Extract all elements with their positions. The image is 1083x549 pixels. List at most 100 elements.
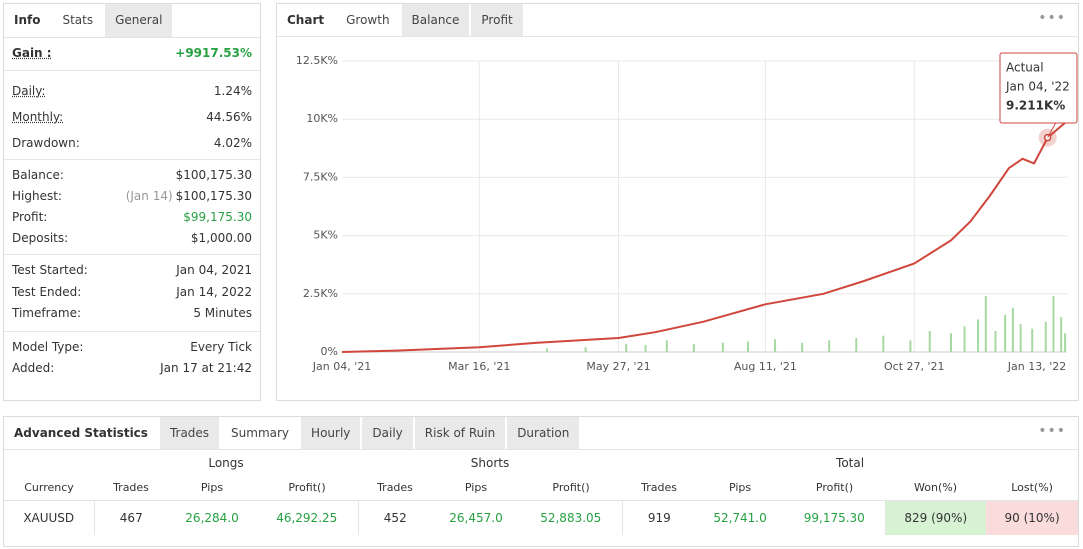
bar [950, 333, 952, 352]
tooltip-pointer [1047, 122, 1057, 138]
bar [747, 341, 749, 352]
column-header: Pips [464, 481, 488, 495]
bar [1004, 314, 1007, 352]
stat-value: 4.02% [213, 136, 252, 150]
tab[interactable]: Balance [401, 4, 470, 36]
tab[interactable]: Profit [471, 4, 523, 36]
menu-icon[interactable]: ••• [1038, 423, 1066, 439]
bar [855, 338, 858, 352]
x-tick-label: Jan 04, '21 [312, 360, 371, 373]
stat-value: $100,175.30 [175, 189, 252, 203]
table-cell: 467 [94, 499, 168, 535]
stat-value: Jan 17 at 21:42 [160, 360, 252, 375]
group-header: Shorts [470, 456, 510, 470]
column-header: Won(%) [914, 481, 958, 495]
stat-label: Drawdown: [12, 136, 80, 150]
stat-row: Drawdown: 4.02% [4, 130, 260, 156]
stat-label: Highest: [12, 189, 62, 203]
tab[interactable]: Chart [277, 4, 335, 36]
table-cell: 829 (90%) [885, 499, 987, 535]
column-header: Trades [113, 481, 149, 495]
tab[interactable]: General [105, 4, 173, 37]
group-header: Longs [208, 456, 244, 470]
stat-label: Daily: [12, 84, 46, 98]
column-header: Profit() [288, 481, 326, 495]
stat-group: Test Started: Jan 04, 2021 Test Ended: Jan… [4, 255, 260, 332]
y-tick-label: 12.5K% [296, 54, 338, 67]
advanced-stats-panel: Advanced Statistics Trades Summary Hourl… [3, 416, 1079, 547]
bar [882, 335, 885, 352]
tab[interactable]: Stats [52, 4, 104, 37]
stat-row: Balance: $100,175.30 [4, 165, 260, 186]
stat-value: 5 Minutes [193, 306, 252, 320]
stat-row: Added: Jan 17 at 21:42 [4, 358, 260, 379]
bar [1044, 321, 1047, 352]
table-cell: 90 (10%) [986, 499, 1079, 535]
x-tick-label: Oct 27, '21 [884, 360, 945, 373]
stat-value: 1.24% [213, 84, 252, 98]
table-cell: 919 [622, 499, 697, 535]
y-tick-label: 2.5K% [303, 287, 338, 300]
tab[interactable]: Hourly [301, 417, 361, 449]
tab[interactable]: Duration [507, 417, 580, 449]
x-tick-label: May 27, '21 [586, 360, 650, 373]
stat-label: Timeframe: [12, 306, 81, 320]
stat-label: Monthly: [12, 110, 64, 124]
stat-label: Test Started: [12, 263, 88, 277]
tab[interactable]: Risk of Ruin [414, 417, 506, 449]
bar [545, 348, 548, 352]
column-header: Trades [377, 481, 413, 495]
bar [644, 345, 647, 352]
stat-value: $1,000.00 [190, 231, 252, 245]
stat-row: Monthly: 44.56% [4, 104, 260, 130]
table-cell: 99,175.30 [784, 499, 886, 535]
x-tick-label: Mar 16, '21 [448, 360, 510, 373]
stat-row: Test Started: Jan 04, 2021 [4, 260, 260, 282]
tab-bar: Info Stats General [4, 4, 260, 38]
stat-row: Highest: (Jan 14) $100,175.30 [4, 186, 260, 207]
column-header: Trades [641, 481, 677, 495]
tab-bar: Advanced Statistics Trades Summary Hourl… [4, 417, 1078, 450]
stat-group: Daily: 1.24% Monthly: 44.56% Drawdown: 4.02… [4, 71, 260, 160]
menu-icon[interactable]: ••• [1038, 10, 1066, 26]
table-cell: 452 [358, 499, 432, 535]
tab[interactable]: Growth [336, 4, 400, 36]
stat-group: Balance: $100,175.30 Highest: (Jan 14) $100… [4, 160, 260, 255]
stat-label: Model Type: [12, 339, 84, 354]
bar [692, 343, 695, 352]
bar [584, 347, 587, 352]
stat-label: Gain : [12, 46, 52, 60]
stat-row: Profit: $99,175.30 [4, 207, 260, 228]
bar [721, 342, 724, 352]
stat-label: Profit: [12, 210, 48, 224]
tooltip-date: Jan 04, '22 [1005, 80, 1070, 94]
chart-panel: Chart Growth Balance Profit ••• 0% 2.5K% 5… [276, 3, 1079, 401]
stat-value: Every Tick [190, 339, 252, 354]
stat-note: (Jan 14) [125, 189, 173, 203]
table-cell: 26,284.0 [168, 499, 256, 535]
column-header: Profit() [552, 481, 590, 495]
bar [1031, 328, 1034, 352]
table-cell: 52,741.0 [696, 499, 785, 535]
stat-value: $100,175.30 [175, 168, 252, 182]
stat-row: Deposits: $1,000.00 [4, 228, 260, 249]
tab[interactable]: Trades [159, 417, 220, 449]
bar [963, 326, 966, 352]
tab[interactable]: Summary [221, 417, 300, 449]
bar [977, 319, 980, 352]
table-cell: 46,292.25 [256, 499, 359, 535]
stats-panel: Info Stats General Gain : +9917.53% Daily… [3, 3, 261, 401]
y-tick-label: 10K% [306, 112, 338, 125]
stat-row: Daily: 1.24% [4, 78, 260, 104]
bar [1060, 317, 1063, 352]
tab[interactable]: Info [4, 4, 51, 37]
tab[interactable]: Daily [362, 417, 413, 449]
bar [665, 340, 668, 352]
y-tick-label: 0% [321, 345, 338, 358]
line [341, 120, 1068, 353]
tooltip-value: 9.211K% [1006, 99, 1065, 113]
bar [1019, 324, 1022, 352]
x-tick-label: Jan 13, '22 [1007, 360, 1066, 373]
stat-row: Model Type: Every Tick [4, 337, 260, 358]
stat-group: Gain : +9917.53% [4, 38, 260, 71]
